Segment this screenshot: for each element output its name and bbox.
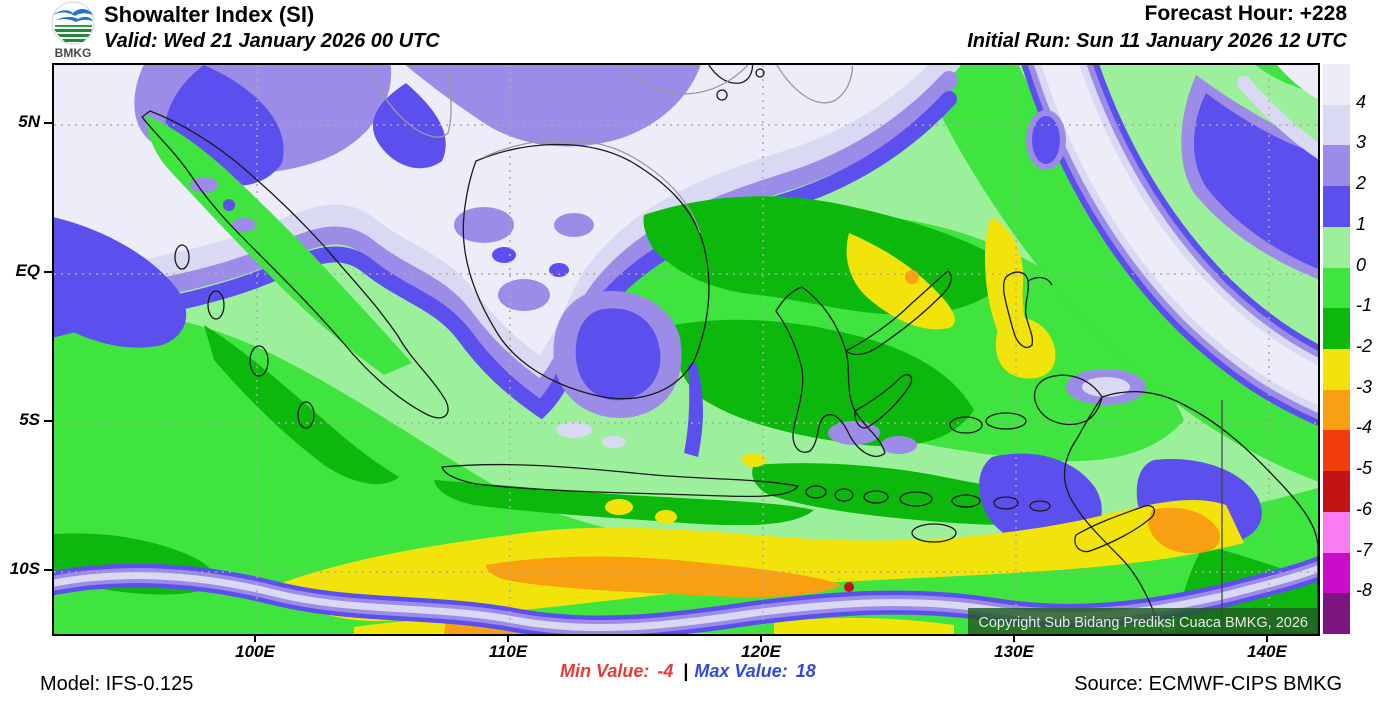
- si-level2-patches-central: [553, 290, 917, 457]
- colorbar-segment: [1323, 389, 1350, 431]
- minmax-separator: |: [683, 661, 689, 681]
- max-value-label: Max Value:: [694, 661, 788, 681]
- colorbar-tick: -7: [1356, 540, 1373, 560]
- x-axis-label: 140E: [1247, 642, 1287, 661]
- valid-time: Valid: Wed 21 January 2026 00 UTC: [104, 30, 440, 52]
- page-title: Showalter Index (SI): [104, 2, 315, 27]
- foreign-coastlines: [367, 65, 854, 234]
- colorbar: [1322, 63, 1351, 635]
- si-southern-band: [54, 556, 1318, 634]
- colorbar-tick: -8: [1356, 580, 1373, 600]
- max-value: 18: [795, 661, 816, 681]
- colorbar-segment: [1323, 349, 1350, 390]
- si-contour-map: Copyright Sub Bidang Prediksi Cuaca BMKG…: [54, 65, 1318, 634]
- forecast-hour: Forecast Hour: +228: [1144, 2, 1348, 25]
- colorbar-segment: [1323, 511, 1350, 553]
- x-tick-100e: [254, 634, 256, 642]
- colorbar-tick: -1: [1356, 295, 1373, 315]
- x-axis-label: 120E: [741, 642, 781, 661]
- y-axis-label: 5S: [19, 410, 40, 429]
- colorbar-segment: [1323, 552, 1350, 594]
- x-tick-120e: [760, 634, 762, 642]
- colorbar-tick: -6: [1356, 499, 1373, 519]
- initial-run: Initial Run: Sun 11 January 2026 12 UTC: [967, 30, 1347, 52]
- coastlines: [141, 65, 1318, 634]
- model-label: Model: IFS-0.125: [40, 673, 194, 695]
- y-tick-5n: [44, 122, 52, 124]
- colorbar-segment: [1323, 104, 1350, 146]
- si-diagonal-bands-ne: [1021, 65, 1318, 426]
- x-axis-label: 100E: [235, 642, 275, 661]
- colorbar-labels: 4 3 2 1 0 -1 -2 -3 -4 -5 -6 -7 -8: [1356, 63, 1398, 633]
- y-axis-label: 5N: [18, 112, 40, 131]
- colorbar-tick: 2: [1356, 173, 1367, 193]
- x-tick-110e: [507, 634, 509, 642]
- bmkg-logo-label: BMKG: [54, 46, 92, 60]
- min-value: -4: [657, 661, 674, 681]
- colorbar-segment: [1323, 471, 1350, 512]
- colorbar-segment: [1323, 145, 1350, 187]
- colorbar-tick: -5: [1356, 458, 1373, 478]
- weather-map: Copyright Sub Bidang Prediksi Cuaca BMKG…: [52, 63, 1320, 636]
- colorbar-tick: -3: [1356, 377, 1373, 397]
- copyright-text: Copyright Sub Bidang Prediksi Cuaca BMKG…: [978, 615, 1308, 631]
- y-tick-eq: [44, 271, 52, 273]
- x-tick-130e: [1013, 634, 1015, 642]
- bmkg-logo: BMKG: [44, 1, 102, 60]
- colorbar-tick: -2: [1356, 336, 1373, 356]
- source-label: Source: ECMWF-CIPS BMKG: [1074, 673, 1342, 695]
- y-tick-5s: [44, 420, 52, 422]
- minmax-line: Min Value: -4 | Max Value: 18: [560, 661, 820, 682]
- colorbar-segment: [1323, 593, 1350, 635]
- colorbar-segment: [1323, 430, 1350, 472]
- colorbar-tick: -4: [1356, 417, 1373, 437]
- bmkg-logo-icon: [51, 1, 95, 45]
- colorbar-segment: [1323, 267, 1350, 309]
- x-axis-label: 110E: [488, 642, 528, 661]
- x-axis-label: 130E: [994, 642, 1034, 661]
- colorbar-tick: 4: [1356, 92, 1367, 112]
- colorbar-tick: 0: [1356, 255, 1367, 275]
- graticule: [54, 65, 1318, 634]
- x-tick-140e: [1266, 634, 1268, 642]
- si-ne-papua-patches: [1026, 65, 1318, 280]
- copyright-bar: Copyright Sub Bidang Prediksi Cuaca BMKG…: [968, 608, 1318, 634]
- colorbar-segment: [1323, 64, 1350, 105]
- colorbar-segment: [1323, 226, 1350, 268]
- colorbar-tick: 1: [1356, 214, 1367, 234]
- colorbar-segment: [1323, 308, 1350, 350]
- y-axis-label: 10S: [9, 559, 40, 578]
- y-axis-label: EQ: [15, 261, 40, 280]
- colorbar-segment: [1323, 186, 1350, 227]
- min-value-label: Min Value:: [560, 661, 650, 681]
- colorbar-tick: 3: [1356, 132, 1367, 152]
- y-tick-10s: [44, 569, 52, 571]
